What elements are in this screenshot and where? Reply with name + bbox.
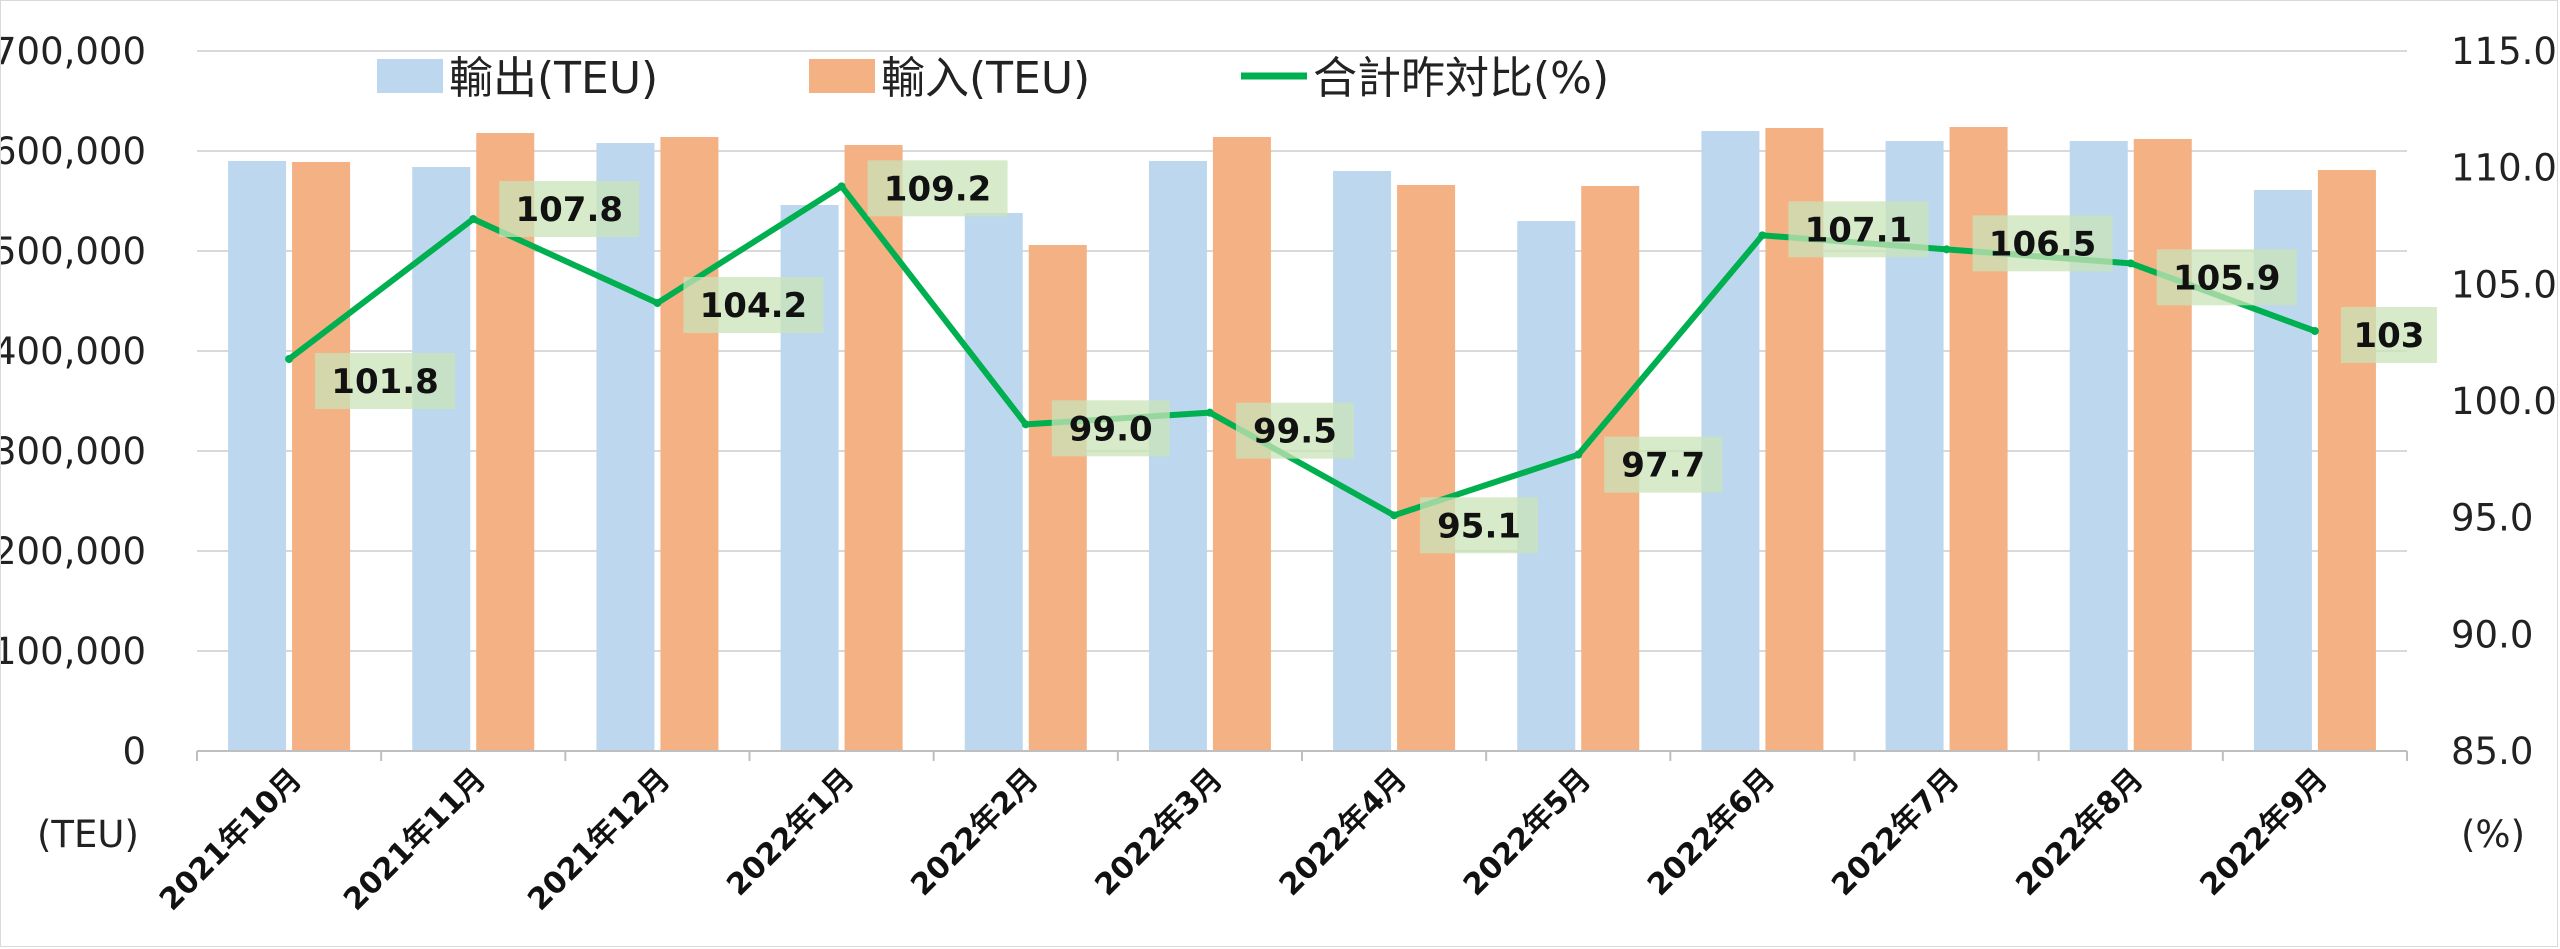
right-tick-label: 115.0 (2451, 30, 2557, 73)
right-tick-label: 90.0 (2451, 613, 2533, 656)
left-tick-label: 400,000 (1, 330, 146, 373)
data-label-box (499, 181, 640, 237)
right-tick-label: 95.0 (2451, 497, 2533, 540)
bar-import (1028, 245, 1087, 751)
data-label: 103 (2353, 316, 2424, 356)
data-label-box (1604, 436, 1723, 493)
right-axis-unit: (%) (2461, 813, 2525, 856)
yoy-point (1021, 420, 1030, 429)
yoy-point (653, 299, 662, 307)
bar-import (844, 145, 903, 751)
left-axis-ticks: 0 100,000 200,000 300,000 400,000 500,000 600,… (1, 30, 146, 773)
data-labels: 101.8 107.8 104.2 109.2 99.0 99.5 95.1 97.7 107.… (315, 160, 2437, 554)
bar-import (660, 137, 719, 751)
data-label-box (683, 277, 824, 333)
left-tick-label: 200,000 (1, 530, 146, 573)
data-label: 109.2 (884, 169, 992, 209)
yoy-point (285, 355, 294, 363)
bar-import (1397, 185, 1456, 751)
right-tick-label: 100.0 (2451, 380, 2557, 423)
data-label: 101.8 (331, 362, 439, 402)
left-tick-label: 500,000 (1, 230, 146, 273)
category-label: 2022年6月 (1641, 762, 1782, 903)
data-label-box (2156, 249, 2297, 306)
data-label: 95.1 (1437, 506, 1521, 546)
left-tick-label: 700,000 (1, 30, 146, 73)
yoy-point (1942, 245, 1951, 254)
data-label: 106.5 (1989, 224, 2097, 264)
data-label: 99.0 (1069, 409, 1153, 449)
data-label-box (1051, 400, 1170, 457)
yoy-point (2126, 259, 2135, 268)
category-label: 2021年10月 (153, 762, 309, 918)
left-tick-label: 0 (122, 730, 146, 773)
yoy-point (469, 215, 478, 223)
data-label-box (1788, 201, 1929, 258)
data-label-box (1235, 402, 1354, 459)
data-label-box (315, 353, 456, 409)
legend-swatch-import (809, 59, 875, 93)
data-label-box (2340, 307, 2437, 363)
yoy-point (837, 182, 846, 191)
left-axis-unit: (TEU) (37, 813, 139, 856)
bar-import (292, 162, 351, 751)
category-label: 2022年5月 (1457, 762, 1598, 903)
legend-label-export: 輸出(TEU) (449, 53, 658, 104)
legend-label-yoy: 合計昨対比(%) (1313, 53, 1609, 104)
right-tick-label: 110.0 (2451, 147, 2557, 190)
bar-export (1333, 171, 1392, 751)
data-label: 107.1 (1805, 210, 1913, 250)
bar-export (228, 161, 287, 751)
yoy-point (1390, 511, 1399, 520)
x-axis (196, 750, 2408, 761)
category-label: 2022年7月 (1825, 762, 1966, 903)
data-label: 99.5 (1253, 412, 1337, 452)
category-label: 2022年2月 (904, 762, 1045, 903)
right-axis-ticks: 85.0 90.0 95.0 100.0 105.0 110.0 115.0 (2451, 30, 2557, 773)
bar-export (1517, 221, 1576, 751)
data-label: 104.2 (700, 286, 808, 326)
category-label: 2022年8月 (2009, 762, 2150, 903)
left-tick-label: 300,000 (1, 430, 146, 473)
data-label: 97.7 (1621, 446, 1705, 486)
category-label: 2022年3月 (1089, 762, 1230, 903)
left-tick-label: 100,000 (1, 630, 146, 673)
data-label: 107.8 (515, 190, 623, 230)
legend: 輸出(TEU) 輸入(TEU) 合計昨対比(%) (377, 53, 1609, 104)
left-tick-label: 600,000 (1, 130, 146, 173)
bar-export (412, 167, 471, 751)
yoy-point (1574, 450, 1583, 459)
data-label: 105.9 (2173, 258, 2281, 298)
category-label: 2021年11月 (337, 762, 493, 918)
bar-import (2133, 139, 2192, 751)
right-tick-label: 105.0 (2451, 263, 2557, 306)
right-tick-label: 85.0 (2451, 730, 2533, 773)
yoy-point (2310, 327, 2319, 335)
category-label: 2022年1月 (720, 762, 861, 903)
legend-swatch-export (377, 59, 443, 93)
yoy-point (1205, 408, 1214, 417)
category-label: 2022年4月 (1273, 762, 1414, 903)
data-label-box (867, 160, 1008, 217)
bar-export (596, 143, 655, 751)
bar-import (2317, 170, 2376, 751)
category-label: 2022年9月 (2194, 762, 2335, 903)
bar-export (964, 213, 1023, 751)
data-label-box (1420, 497, 1539, 554)
category-labels: 2021年10月 2021年11月 2021年12月 2022年1月 2022年2月 20… (153, 762, 2335, 918)
legend-label-import: 輸入(TEU) (881, 53, 1090, 104)
yoy-point (1758, 231, 1767, 240)
category-label: 2021年12月 (521, 762, 677, 918)
data-label-box (1972, 215, 2113, 272)
